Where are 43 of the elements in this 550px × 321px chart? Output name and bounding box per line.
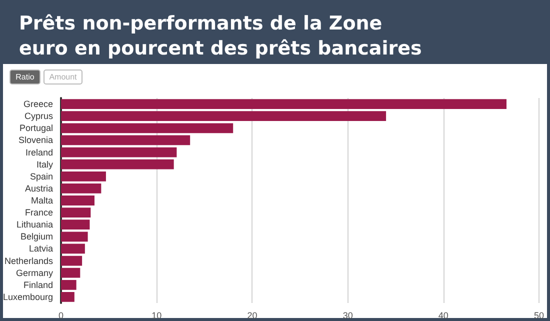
y-tick-label: Slovenia — [18, 135, 54, 146]
y-tick-label: Portugal — [20, 123, 54, 134]
y-tick-label: Greece — [24, 99, 54, 110]
bar — [61, 232, 88, 242]
y-tick-label: Germany — [16, 268, 54, 278]
bar — [61, 171, 106, 182]
y-tick-label: Italy — [36, 159, 54, 170]
y-tick-label: Latvia — [29, 244, 54, 254]
bar — [61, 147, 177, 158]
bar — [61, 135, 190, 146]
x-tick-label: 50 — [534, 310, 544, 320]
x-tick-label: 10 — [152, 310, 162, 320]
bar — [61, 123, 234, 134]
bar — [61, 280, 76, 290]
x-tick-label: 30 — [342, 310, 353, 320]
bar — [61, 183, 102, 194]
y-tick-label: Austria — [25, 183, 54, 194]
y-tick-label: Netherlands — [4, 256, 54, 266]
y-tick-label: Belgium — [20, 232, 54, 242]
x-tick-label: 40 — [438, 310, 448, 320]
x-tick-label: 20 — [247, 310, 258, 320]
y-tick-label: Malta — [31, 196, 54, 206]
x-tick-label: 0 — [58, 310, 64, 320]
bar — [61, 256, 82, 266]
y-tick-label: Luxembourg — [2, 292, 54, 302]
y-tick-label: Ireland — [26, 147, 54, 158]
y-tick-label: Finland — [24, 280, 54, 290]
y-tick-label: Cyprus — [24, 111, 54, 122]
y-tick-label: France — [25, 208, 54, 218]
bar — [61, 268, 80, 278]
bar — [61, 292, 74, 302]
bar — [61, 111, 386, 122]
y-tick-label: Spain — [30, 171, 54, 182]
text: Amount — [49, 72, 78, 82]
text: Ratio — [16, 72, 35, 82]
chart-title: Prêts non-performants de la Zone euro en pourcent des prêts bancaires — [19, 12, 422, 60]
y-tick-label: Lithuania — [16, 220, 54, 230]
bar — [61, 196, 94, 206]
bar — [61, 220, 90, 230]
bar — [61, 244, 85, 254]
bar — [61, 208, 91, 218]
bar — [61, 99, 506, 109]
bar — [61, 159, 174, 170]
